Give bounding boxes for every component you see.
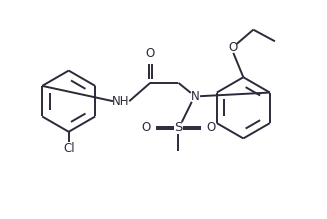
Text: O: O <box>142 121 151 134</box>
Text: O: O <box>206 121 215 134</box>
Text: NH: NH <box>112 95 129 108</box>
Text: S: S <box>174 121 183 134</box>
Text: Cl: Cl <box>63 142 75 155</box>
Text: N: N <box>191 90 199 103</box>
Text: O: O <box>229 41 238 55</box>
Text: O: O <box>146 47 155 60</box>
